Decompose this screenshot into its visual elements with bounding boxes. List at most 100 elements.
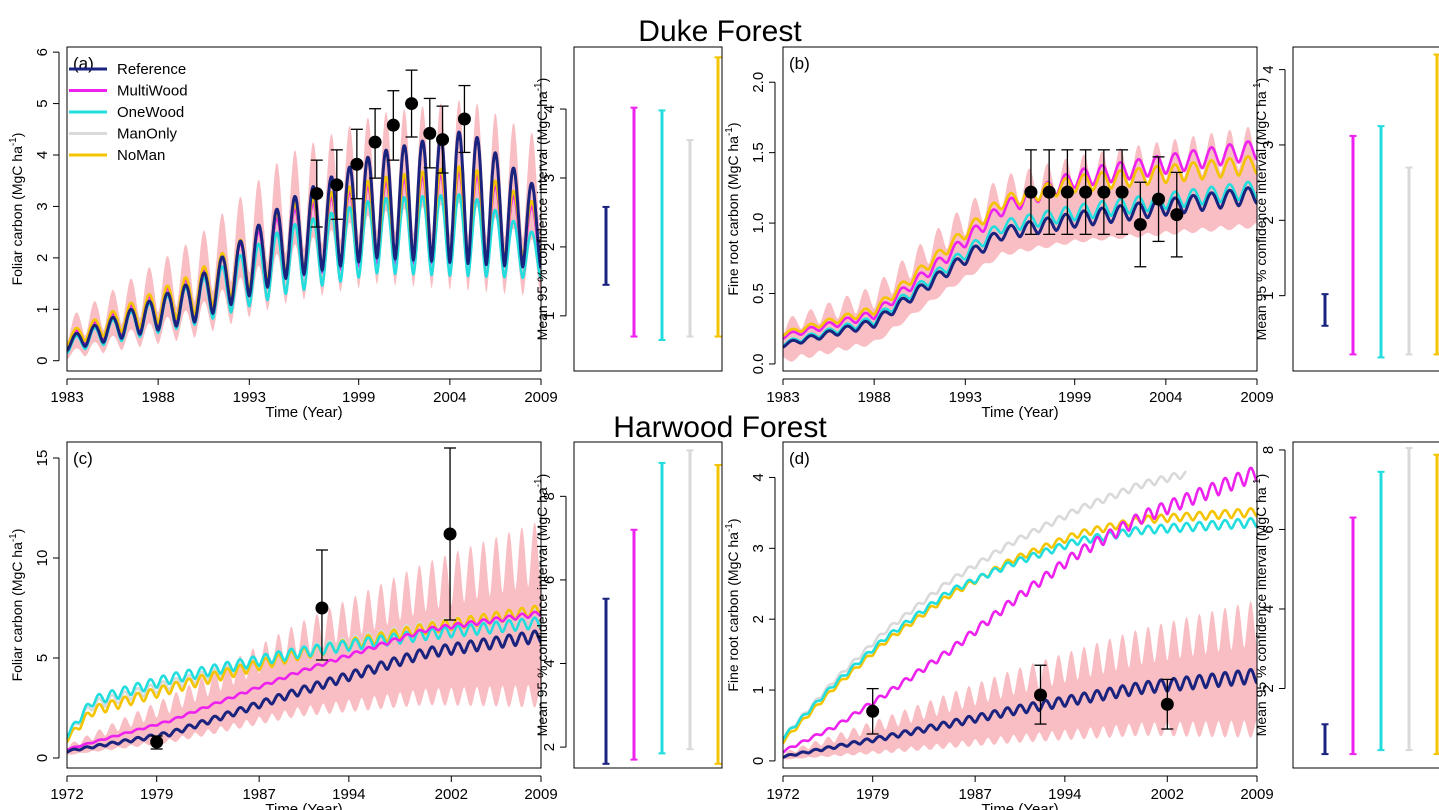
y-axis-label-sup: -1 <box>8 533 19 542</box>
x-axis: 1972 1979 1987 1994 2002 2009 Time (Year) <box>50 775 558 810</box>
x-tick-label: 1987 <box>958 786 991 803</box>
ci-interval-onewood <box>658 461 666 755</box>
panel-letter: (b) <box>789 54 810 73</box>
plot-frame <box>1292 441 1439 769</box>
x-tick-label: 1988 <box>857 389 890 406</box>
y-axis-label-sup: -1 <box>724 127 735 136</box>
y-axis: 0 5 10 15 Foliar carbon (MgC ha-1) <box>8 450 60 762</box>
ci-interval-onewood <box>1377 470 1385 752</box>
x-tick-label: 1983 <box>50 389 83 406</box>
x-axis: 1983 1988 1993 1999 2004 2009 Time (Year) <box>50 378 558 421</box>
y-tick-label: 3 <box>34 202 51 210</box>
y-tick-label: 5 <box>34 654 51 662</box>
y-tick-label: 0 <box>34 357 51 365</box>
y-axis-label: Mean 95 % confidence interval (MgC ha-1) <box>533 474 550 737</box>
y-axis-label: Foliar carbon (MgC ha-1) <box>8 529 25 682</box>
x-tick-label: 1987 <box>242 786 275 803</box>
plot-area <box>67 100 541 360</box>
y-tick-label: 2 <box>541 743 558 751</box>
y-tick-label: 0 <box>750 757 767 765</box>
y-tick-label: 1.0 <box>750 213 767 234</box>
y-axis-label-main: Foliar carbon (MgC ha <box>9 542 25 681</box>
observation-5 <box>1115 149 1129 236</box>
plot-frame <box>573 441 723 769</box>
observation-1 <box>315 549 329 661</box>
x-tick-label: 2004 <box>1149 389 1182 406</box>
panel-letter: (d) <box>789 449 810 468</box>
y-tick-label: 10 <box>34 550 51 567</box>
y-tick-label: 1 <box>34 305 51 313</box>
series-line-multiwood <box>67 610 541 752</box>
ci-interval-manonly <box>686 449 694 751</box>
observation-0 <box>310 159 324 228</box>
x-tick-label: 1979 <box>140 786 173 803</box>
observation-point <box>1152 192 1166 206</box>
observation-7 <box>436 105 450 174</box>
y-tick-label: 8 <box>1260 446 1277 454</box>
ci-interval-reference <box>1321 293 1329 327</box>
observation-point <box>1033 688 1047 702</box>
legend-label-noman: NoMan <box>117 147 165 164</box>
observation-point <box>1170 208 1184 222</box>
observation-point <box>1115 185 1129 199</box>
observation-point <box>1060 185 1074 199</box>
y-axis-label-sup: -1 <box>1252 82 1263 91</box>
y-axis-label-main: Fine root carbon (MgC ha <box>725 136 741 296</box>
observation-6 <box>423 97 437 169</box>
x-tick-label: 2002 <box>435 786 468 803</box>
observation-point <box>1079 185 1093 199</box>
ci-interval-noman <box>714 463 722 765</box>
observation-0 <box>1024 149 1038 236</box>
line-panel-4: 1972 1979 1987 1994 2002 2009 Time (Year) 0 5 10 1… <box>8 441 558 810</box>
observation-point <box>368 135 382 149</box>
y-tick-label: 4 <box>1260 65 1277 73</box>
y-axis: 0 1 2 3 4 Fine root carbon (MgC ha-1) <box>724 473 776 765</box>
y-tick-label: 6 <box>34 48 51 56</box>
legend-label-onewood: OneWood <box>117 104 184 121</box>
y-axis-label-close: ) <box>534 78 550 83</box>
observation-point <box>1024 185 1038 199</box>
ci-interval-multiwood <box>630 528 638 761</box>
plot-area <box>783 466 1257 760</box>
x-axis: 1983 1988 1993 1999 2004 2009 Time (Year) <box>766 378 1274 421</box>
series-line-noman <box>783 155 1257 337</box>
observation-point <box>1097 185 1111 199</box>
series-line-multiwood <box>783 466 1257 754</box>
y-axis-label-sup: -1 <box>533 478 544 487</box>
observation-point <box>423 126 437 140</box>
y-tick-label: 6 <box>541 576 558 584</box>
observation-point <box>310 187 324 201</box>
section-title-harwood: Harwood Forest <box>613 411 827 444</box>
x-axis: 1972 1979 1987 1994 2002 2009 Time (Year) <box>766 775 1274 810</box>
y-axis-label: Mean 95 % confidence interval (MgC ha-1) <box>1252 78 1269 341</box>
y-tick-label: 4 <box>541 105 558 113</box>
observation-4 <box>386 90 400 161</box>
uncertainty-band <box>67 522 541 755</box>
observation-point <box>457 112 471 126</box>
y-axis-label-close: ) <box>1253 474 1269 479</box>
ci-interval-multiwood <box>1349 516 1357 756</box>
observation-0 <box>866 687 880 735</box>
x-tick-label: 1999 <box>342 389 375 406</box>
y-tick-label: 15 <box>34 450 51 467</box>
section-title-duke: Duke Forest <box>638 15 802 48</box>
observation-8 <box>1170 171 1184 258</box>
plot-frame <box>782 46 1258 372</box>
series-line-multiwood <box>783 140 1257 340</box>
legend-label-manonly: ManOnly <box>117 126 178 143</box>
y-tick-label: 2 <box>1260 216 1277 224</box>
legend-label-reference: Reference <box>117 61 186 78</box>
y-tick-label: 4 <box>34 151 51 159</box>
series-line-onewood <box>783 516 1257 741</box>
series-line-onewood <box>783 180 1257 347</box>
y-tick-label: 2 <box>34 254 51 262</box>
y-axis: 0.0 0.5 1.0 1.5 2.0 Fine root carbon (MgC ha-… <box>724 72 776 374</box>
x-tick-label: 2004 <box>433 389 466 406</box>
x-tick-label: 1993 <box>949 389 982 406</box>
y-tick-label: 6 <box>1260 525 1277 533</box>
x-tick-label: 1994 <box>332 786 365 803</box>
y-axis-label-sup: -1 <box>1252 478 1263 487</box>
observation-7 <box>1152 156 1166 243</box>
